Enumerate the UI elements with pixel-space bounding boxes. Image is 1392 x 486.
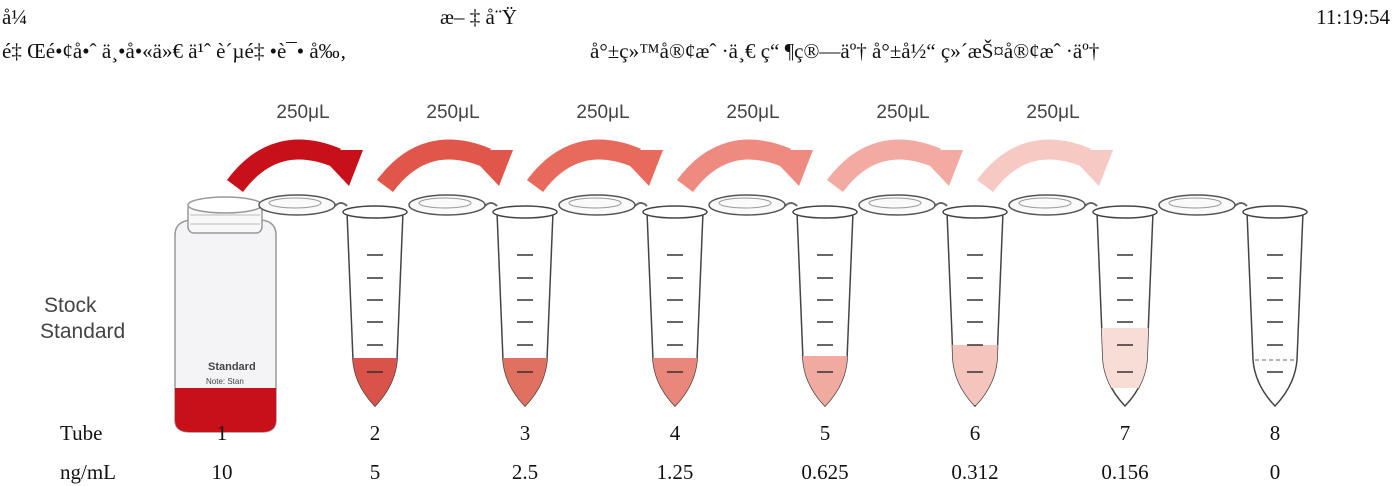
tube-number: 4	[670, 421, 681, 445]
tube-rim	[492, 205, 558, 219]
tube-number: 5	[820, 421, 831, 445]
transfer-volume: 250μL	[576, 102, 629, 123]
tube-hinge	[634, 202, 648, 207]
bottle-cap-top	[187, 196, 263, 214]
tube-rim	[642, 205, 708, 219]
arrow-head	[915, 150, 963, 186]
tube-cap-inner	[718, 197, 772, 209]
tube	[1158, 194, 1308, 408]
arrow-head	[615, 150, 663, 186]
concentration: 0	[1270, 460, 1281, 484]
tube-number: 7	[1120, 421, 1131, 445]
transfer-volume: 250μL	[1026, 102, 1079, 123]
message: å°±ç»™å®¢æˆ ·ä¸€ ç“ ¶ç®—äº† å°±å½“ ç»´æŠ…	[590, 39, 1099, 63]
tube-hinge	[784, 202, 798, 207]
row-label: Tube	[60, 421, 102, 445]
tube-cap-inner	[418, 197, 472, 209]
transfer-volume: 250μL	[726, 102, 779, 123]
header-left: å¼	[2, 5, 27, 29]
bottle-label: Note: Stan	[206, 377, 244, 386]
dilution-diagram: Standard Note: Stan Stock Standard	[40, 139, 1308, 433]
concentration: 0.625	[801, 460, 848, 484]
tube-number: 2	[370, 421, 381, 445]
stock-label: Standard	[40, 320, 125, 343]
concentration: 10	[212, 460, 233, 484]
arrow-head	[765, 150, 813, 186]
tube-number: 1	[217, 421, 228, 445]
tube-body	[1246, 211, 1304, 408]
arrow-head	[1065, 150, 1113, 186]
concentration: 2.5	[512, 460, 538, 484]
row-label: ng/mL	[60, 460, 116, 484]
transfer-volume: 250μL	[426, 102, 479, 123]
tube-cap-inner	[1018, 197, 1072, 209]
concentration: 1.25	[657, 460, 694, 484]
stock-label: Stock	[44, 294, 97, 317]
concentration: 0.312	[951, 460, 998, 484]
tube-cap-inner	[868, 197, 922, 209]
transfer-volume: 250μL	[276, 102, 329, 123]
tube-cap-inner	[1168, 197, 1222, 209]
tube-hinge	[334, 202, 348, 207]
bottle-band	[175, 388, 276, 432]
tube-rim	[1092, 205, 1158, 219]
tube-hinge	[934, 202, 948, 207]
tube	[1008, 194, 1158, 408]
tube-hinge	[1234, 202, 1248, 207]
tube-cap-inner	[568, 197, 622, 209]
bottle-label: Standard	[208, 361, 256, 373]
message: é‡ Œé•¢å•ˆ ä¸•å•«ä»€ ä¹ˆ è´µé‡ •è¯• å‰‚	[2, 39, 347, 63]
tube-rim	[792, 205, 858, 219]
tube-rim	[342, 205, 408, 219]
transfer-volume: 250μL	[876, 102, 929, 123]
tube-rim	[1242, 205, 1308, 219]
tube-number: 8	[1270, 421, 1281, 445]
tube-cap-inner	[268, 197, 322, 209]
concentration: 0.156	[1101, 460, 1148, 484]
header-time: 11:19:54	[1316, 5, 1390, 29]
concentration: 5	[370, 460, 381, 484]
tube-rim	[942, 205, 1008, 219]
tube-number: 3	[520, 421, 531, 445]
arrow-head	[315, 150, 363, 186]
arrow-head	[465, 150, 513, 186]
tube	[408, 194, 558, 408]
tube-hinge	[1084, 202, 1098, 207]
tube-number: 6	[970, 421, 981, 445]
header-center: æ– ‡ å¨Ÿ	[440, 5, 517, 29]
stock-bottle: Standard Note: Stan	[174, 196, 277, 433]
tube-hinge	[484, 202, 498, 207]
